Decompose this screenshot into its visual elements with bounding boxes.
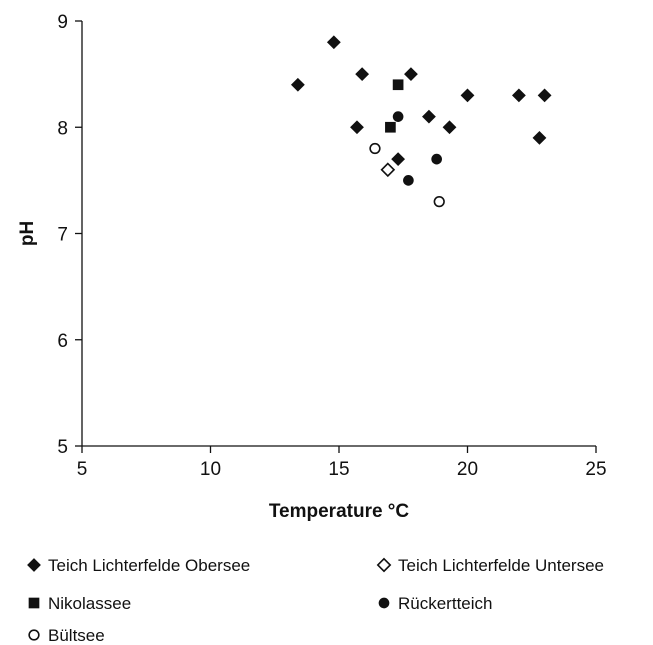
legend-label: Nikolassee bbox=[48, 594, 131, 613]
data-point bbox=[431, 153, 442, 165]
y-axis-title: pH bbox=[17, 221, 38, 246]
x-tick-label: 20 bbox=[457, 459, 478, 480]
legend-label: Rückertteich bbox=[398, 594, 492, 613]
data-point bbox=[369, 142, 381, 155]
y-tick-label: 6 bbox=[57, 331, 68, 352]
legend-marker bbox=[28, 629, 40, 641]
series-3 bbox=[392, 111, 442, 186]
data-point bbox=[404, 67, 418, 82]
x-tick-label: 15 bbox=[328, 459, 349, 480]
series-0 bbox=[290, 35, 552, 167]
legend-label: Teich Lichterfelde Untersee bbox=[398, 556, 604, 575]
x-tick-label: 5 bbox=[77, 459, 88, 480]
legend-item: Nikolassee bbox=[28, 594, 131, 613]
data-point bbox=[326, 35, 341, 50]
y-tick-label: 7 bbox=[57, 225, 68, 246]
legend-marker bbox=[27, 558, 41, 572]
data-point bbox=[355, 67, 370, 82]
legend-marker bbox=[376, 557, 392, 573]
series-4 bbox=[369, 142, 445, 208]
data-point bbox=[403, 175, 414, 186]
legend-label: Teich Lichterfelde Obersee bbox=[48, 556, 250, 575]
data-point bbox=[532, 130, 547, 145]
x-axis-title: Temperature °C bbox=[269, 501, 410, 522]
data-point bbox=[460, 88, 475, 103]
legend-marker bbox=[378, 597, 390, 609]
data-point bbox=[537, 88, 552, 103]
x-tick-label: 25 bbox=[585, 459, 606, 480]
data-point bbox=[385, 121, 396, 133]
y-axis-ticks: 5 6 7 8 9 bbox=[57, 12, 82, 458]
legend-label: Bültsee bbox=[48, 626, 105, 645]
plot-area: 5 6 7 8 9 5 10 15 20 25 bbox=[57, 12, 606, 480]
data-point bbox=[422, 109, 436, 124]
y-tick-label: 5 bbox=[57, 437, 68, 458]
data-point bbox=[290, 77, 305, 92]
legend-item: Teich Lichterfelde Obersee bbox=[27, 556, 250, 575]
data-point bbox=[433, 195, 445, 208]
data-point bbox=[442, 120, 457, 135]
data-point bbox=[392, 79, 404, 91]
legend-item: Rückertteich bbox=[378, 594, 492, 613]
data-point bbox=[380, 162, 396, 178]
data-point bbox=[392, 111, 404, 122]
data-point bbox=[511, 88, 526, 103]
y-tick-label: 8 bbox=[57, 118, 68, 139]
legend-item: Teich Lichterfelde Untersee bbox=[376, 556, 604, 575]
legend: Teich Lichterfelde Obersee Teich Lichterf… bbox=[27, 556, 604, 645]
legend-item: Bültsee bbox=[28, 626, 105, 645]
data-points bbox=[290, 35, 552, 208]
series-2 bbox=[385, 79, 404, 133]
data-point bbox=[350, 120, 364, 135]
x-tick-label: 10 bbox=[200, 459, 221, 480]
series-1 bbox=[380, 162, 396, 178]
x-axis-ticks: 5 10 15 20 25 bbox=[77, 446, 607, 480]
legend-marker bbox=[28, 597, 40, 609]
y-tick-label: 9 bbox=[57, 12, 68, 33]
data-point bbox=[391, 152, 406, 167]
